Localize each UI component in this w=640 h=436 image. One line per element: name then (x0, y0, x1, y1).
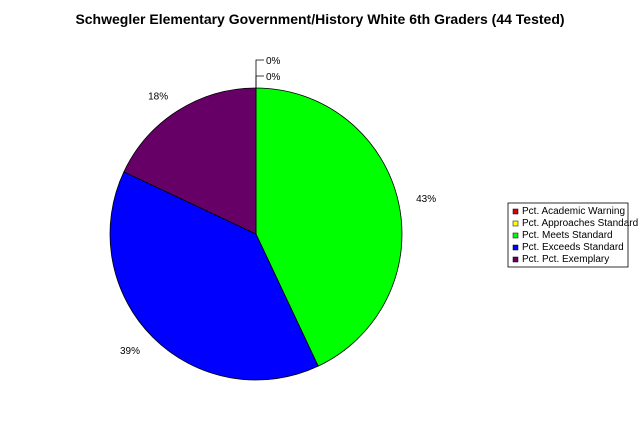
slice-label-pct-academic-warning: 0% (266, 56, 281, 67)
slice-label-pct-meets-standard: 43% (416, 194, 436, 205)
legend-label-pct-academic-warning: Pct. Academic Warning (522, 206, 625, 217)
leader-line-pct-academic-warning (255, 59, 264, 88)
legend-box (507, 202, 629, 268)
slice-pct-meets-standard (255, 87, 403, 367)
legend-swatch-pct-meets-standard (512, 232, 519, 239)
slice-label-pct-approaches-standard: 0% (266, 72, 281, 83)
slice-label-pct-exceeds-standard: 39% (120, 346, 140, 357)
slice-pct-exceeds-standard (109, 171, 319, 381)
slice-labels: 0% 0% 43% 39% 18% (120, 56, 436, 357)
chart-title: Schwegler Elementary Government/History … (75, 11, 564, 27)
slice-label-pct-pct-exemplary: 18% (148, 92, 168, 103)
legend-label-pct-pct-exemplary: Pct. Pct. Exemplary (522, 254, 609, 265)
slice-pct-pct-exemplary (123, 87, 257, 235)
legend-swatch-pct-approaches-standard (512, 220, 519, 227)
leader-line-pct-approaches-standard (255, 75, 264, 88)
legend-label-pct-approaches-standard: Pct. Approaches Standard (522, 218, 638, 229)
pie-slices (109, 87, 403, 381)
legend-swatch-pct-pct-exemplary (512, 256, 519, 263)
legend-swatch-pct-exceeds-standard (512, 244, 519, 251)
legend-label-pct-exceeds-standard: Pct. Exceeds Standard (522, 242, 624, 253)
legend-label-pct-meets-standard: Pct. Meets Standard (522, 230, 613, 241)
legend-swatch-pct-academic-warning (512, 208, 519, 215)
